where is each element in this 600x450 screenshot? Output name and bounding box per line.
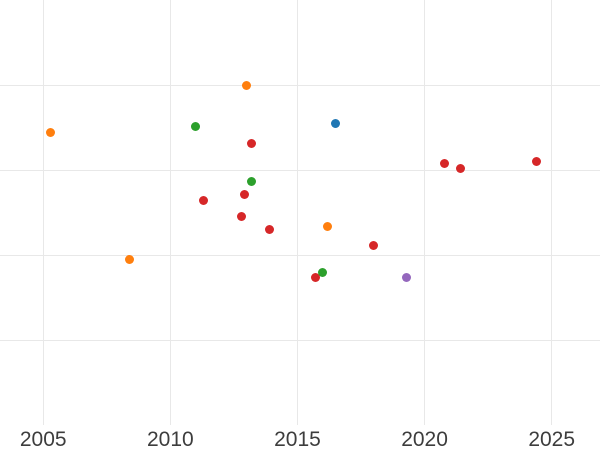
- x-tick-label-2025: 2025: [528, 428, 576, 450]
- data-point-red: [369, 241, 379, 251]
- data-point-orange: [323, 221, 333, 231]
- data-point-red: [237, 212, 247, 222]
- x-tick-label-2010: 2010: [146, 428, 194, 450]
- data-point-red: [198, 196, 208, 206]
- x-axis: 2005 2010 2015 2020 2025: [0, 425, 600, 450]
- y-gridline-1: [0, 339, 600, 341]
- data-point-blue: [331, 118, 341, 128]
- y-gridline-4: [0, 84, 600, 86]
- x-gridline-2010: [169, 0, 171, 425]
- y-gridline-3: [0, 169, 600, 171]
- x-tick-label-2015: 2015: [274, 428, 321, 450]
- x-tick-label-2005: 2005: [19, 428, 67, 450]
- data-point-red: [310, 272, 320, 282]
- data-point-red: [531, 157, 541, 166]
- data-point-red: [440, 158, 450, 168]
- x-gridline-2015: [296, 0, 298, 425]
- data-point-purple: [402, 272, 412, 282]
- data-point-green: [247, 177, 257, 187]
- x-gridline-2020: [424, 0, 426, 425]
- data-point-orange: [125, 254, 135, 264]
- x-gridline-2025: [551, 0, 553, 425]
- y-gridline-2: [0, 254, 600, 256]
- x-gridline-2005: [42, 0, 44, 425]
- plot-area: [0, 0, 600, 425]
- data-point-orange: [242, 80, 252, 90]
- data-point-red: [247, 139, 257, 149]
- data-point-red: [455, 163, 465, 173]
- data-point-green: [318, 267, 328, 277]
- data-point-green: [191, 122, 201, 132]
- x-tick-label-2020: 2020: [401, 428, 448, 450]
- data-point-red: [239, 190, 249, 200]
- data-point-orange: [46, 128, 56, 138]
- data-point-red: [264, 225, 274, 234]
